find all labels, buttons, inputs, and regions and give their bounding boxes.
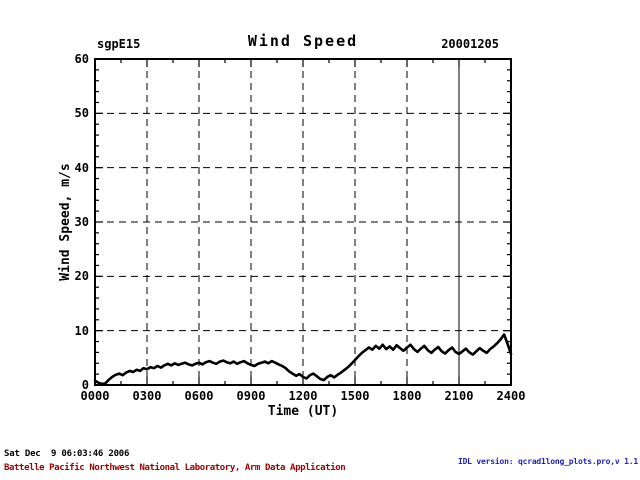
- x-tick-label-1800: 1800: [392, 389, 422, 403]
- plot-title: Wind Speed: [247, 32, 359, 50]
- y-tick-label-30: 30: [74, 215, 89, 229]
- wind-speed-line: [93, 333, 513, 386]
- x-tick-label-0300: 0300: [132, 389, 162, 403]
- footer-version-block: IDL version: qcrad1long_plots.pro,v 1.1 …: [398, 440, 638, 480]
- y-tick-label-40: 40: [74, 161, 89, 175]
- x-tick-label-0600: 0600: [184, 389, 214, 403]
- y-tick-label-0: 0: [81, 378, 89, 392]
- footer-lab-credit: Battelle Pacific Northwest National Labo…: [4, 463, 346, 473]
- x-tick-label-1500: 1500: [340, 389, 370, 403]
- date-label: 20001205: [441, 37, 499, 51]
- plot-frame: [94, 58, 512, 386]
- site-label: sgpE15: [97, 37, 141, 51]
- x-tick-label-2100: 2100: [444, 389, 474, 403]
- x-tick-label-0900: 0900: [236, 389, 266, 403]
- x-tick-label-1200: 1200: [288, 389, 318, 403]
- footer-idl-version: IDL version: qcrad1long_plots.pro,v 1.1: [457, 456, 638, 466]
- x-tick-label-2400: 2400: [496, 389, 526, 403]
- y-tick-label-20: 20: [74, 269, 89, 283]
- footer-timestamp: Sat Dec 9 06:03:46 2006: [4, 449, 130, 459]
- y-tick-label-60: 60: [74, 52, 89, 66]
- x-axis-title: Time (UT): [267, 404, 339, 419]
- y-tick-label-50: 50: [74, 106, 89, 120]
- y-tick-label-10: 10: [74, 324, 89, 338]
- x-tick-label-0000: 0000: [80, 389, 110, 403]
